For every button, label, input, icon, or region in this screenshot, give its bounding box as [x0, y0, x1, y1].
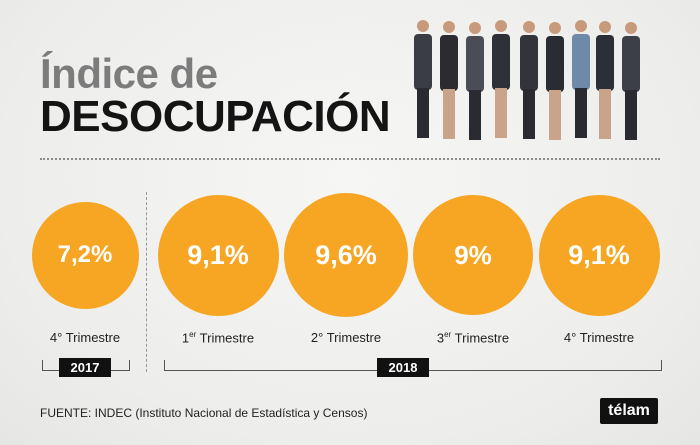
title-line-1: Índice de	[40, 50, 218, 97]
value-bubble: 9,1%	[157, 194, 279, 316]
people-queue-illustration	[414, 20, 640, 140]
year-separator	[146, 192, 147, 372]
year-label-2017: 2017	[59, 358, 111, 377]
bubble-value-label: 9,1%	[187, 239, 249, 270]
value-bubble: 9%	[413, 195, 533, 315]
bubble-value-label: 7,2%	[57, 241, 113, 268]
value-bubble: 9,1%	[538, 194, 660, 316]
dotted-divider	[40, 158, 660, 160]
value-bubble: 7,2%	[31, 201, 139, 309]
quarter-label: 3er Trimestre	[436, 330, 510, 346]
quarter-label: 4° Trimestre	[49, 330, 121, 345]
bubble-value-label: 9,6%	[315, 239, 377, 270]
telam-logo: télam	[600, 398, 658, 424]
title-line-2: DESOCUPACIÓN	[40, 92, 391, 141]
bubble-value-label: 9,1%	[568, 239, 630, 270]
bubble-value-label: 9%	[454, 239, 492, 270]
source-note: FUENTE: INDEC (Instituto Nacional de Est…	[40, 406, 368, 420]
quarter-label: 4° Trimestre	[563, 330, 635, 345]
quarter-label: 1er Trimestre	[181, 330, 255, 346]
year-label-2018: 2018	[377, 358, 429, 377]
quarter-label: 2° Trimestre	[310, 330, 382, 345]
value-bubble: 9,6%	[284, 193, 408, 317]
